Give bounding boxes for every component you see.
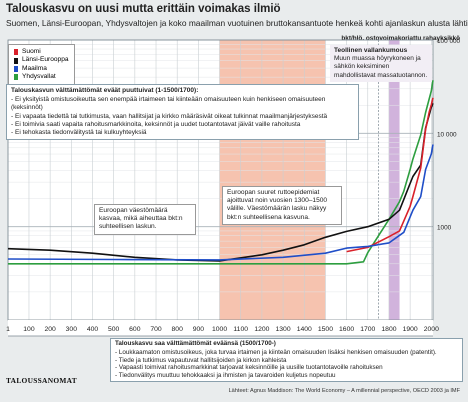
y-tick-label: 100 000: [437, 38, 461, 45]
legend-item-yhdysvallat: Yhdysvallat: [14, 73, 69, 81]
highlight-band-1: [388, 40, 400, 320]
population-growth-note: Euroopan väestömäärä kasvaa, mikä aiheut…: [94, 204, 196, 235]
x-tick-label: 600: [129, 326, 141, 333]
legend-item-lansi-eurooppa: Länsi-Eurooppa: [14, 56, 69, 64]
list-item: Tiedonvälitys muuttuu tehokkaaksi ja ihm…: [115, 372, 458, 380]
legend-label-yhdysvallat: Yhdysvallat: [22, 73, 56, 81]
y-unit-label: bkt/hlö, ostovoimakorjattu rahayksikkö: [341, 35, 460, 42]
x-tick-label: 1: [6, 326, 10, 333]
source-note: Lähteet: Agnus Maddison: The World Econo…: [228, 388, 460, 394]
x-tick-label: 1400: [297, 326, 312, 333]
x-tick-label: 100: [23, 326, 35, 333]
chart-subtitle: Suomen, Länsi-Euroopan, Yhdysvaltojen ja…: [6, 18, 468, 28]
list-item: Loukkaamaton omistusoikeus, joka turvaa …: [115, 349, 458, 357]
series-line-lansi_eurooppa: [7, 102, 434, 262]
x-tick-label: 400: [87, 326, 99, 333]
legend-swatch-yhdysvallat: [14, 74, 18, 81]
legend-item-maailma: Maailma: [14, 65, 69, 73]
legend-swatch-suomi: [14, 49, 18, 56]
missing-prerequisites-box: Talouskasvun välttämättömät eväät puuttu…: [6, 84, 359, 141]
plague-note: Euroopan suuret ruttoepidemiat ajoittuva…: [222, 186, 342, 225]
industrial-revolution-text: Muun muassa höyrykoneen ja sähkön keksim…: [334, 55, 428, 79]
missing-prerequisites-list: Ei yksityistä omistusoikeutta sen enempä…: [11, 96, 354, 137]
y-tick-label: 10 000: [437, 131, 457, 138]
x-tick-label: 1300: [276, 326, 291, 333]
x-axis-band: [8, 320, 433, 336]
x-tick-label: 1900: [403, 326, 418, 333]
legend-swatch-lansi-eurooppa: [14, 57, 18, 64]
industrial-revolution-heading: Teollinen vallankumous: [334, 47, 408, 54]
x-tick-label: 1800: [381, 326, 396, 333]
list-item: Ei vapaata tiedettä tai tutkimusta, vaan…: [11, 113, 354, 121]
legend: Suomi Länsi-Eurooppa Maailma Yhdysvallat: [8, 44, 75, 86]
highlight-band-0: [219, 40, 326, 320]
legend-label-maailma: Maailma: [22, 64, 47, 72]
x-tick-label: 700: [150, 326, 162, 333]
list-item: Ei toimivia saati vapaita rahoitusmarkki…: [11, 121, 354, 129]
legend-label-lansi-eurooppa: Länsi-Eurooppa: [22, 56, 69, 64]
x-tick-label: 1200: [254, 326, 269, 333]
growth-prerequisites-box: Talouskasvu saa välttämättömät eväänsä (…: [110, 338, 463, 382]
x-tick-label: 1100: [233, 326, 248, 333]
growth-prerequisites-heading: Talouskasvu saa välttämättömät eväänsä (…: [115, 340, 276, 347]
x-tick-label: 1600: [339, 326, 354, 333]
x-tick-label: 1500: [318, 326, 333, 333]
publisher-logo: TALOUSSANOMAT: [6, 376, 77, 385]
legend-item-suomi: Suomi: [14, 48, 69, 56]
list-item: Vapaasti toimivat rahoitusmarkkinat tarj…: [115, 364, 458, 372]
x-tick-label: 300: [66, 326, 78, 333]
legend-swatch-maailma: [14, 66, 18, 73]
x-tick-label: 900: [193, 326, 205, 333]
x-tick-label: 1000: [212, 326, 227, 333]
y-tick-label: 1000: [437, 225, 452, 232]
missing-prerequisites-heading: Talouskasvun välttämättömät eväät puuttu…: [11, 87, 199, 94]
x-tick-label: 200: [44, 326, 56, 333]
x-tick-label: 500: [108, 326, 120, 333]
list-item: Ei yksityistä omistusoikeutta sen enempä…: [11, 96, 354, 112]
industrial-revolution-box: Teollinen vallankumous Muun muassa höyry…: [330, 45, 432, 82]
series-line-yhdysvallat: [8, 80, 434, 265]
chart-title: Talouskasvu on uusi mutta erittäin voima…: [6, 3, 281, 15]
x-tick-label: 800: [172, 326, 184, 333]
growth-prerequisites-list: Loukkaamaton omistusoikeus, joka turvaa …: [115, 349, 458, 380]
series-line-suomi: [346, 97, 434, 253]
legend-label-suomi: Suomi: [22, 48, 41, 55]
series-line-maailma: [7, 144, 434, 261]
x-tick-label: 2000: [424, 326, 439, 333]
list-item: Ei tehokasta tiedonvälitystä tai kulkuyh…: [11, 129, 354, 137]
list-item: Tiede ja tutkimus vapautuvat hallitsijoi…: [115, 357, 458, 365]
x-tick-label: 1700: [360, 326, 375, 333]
